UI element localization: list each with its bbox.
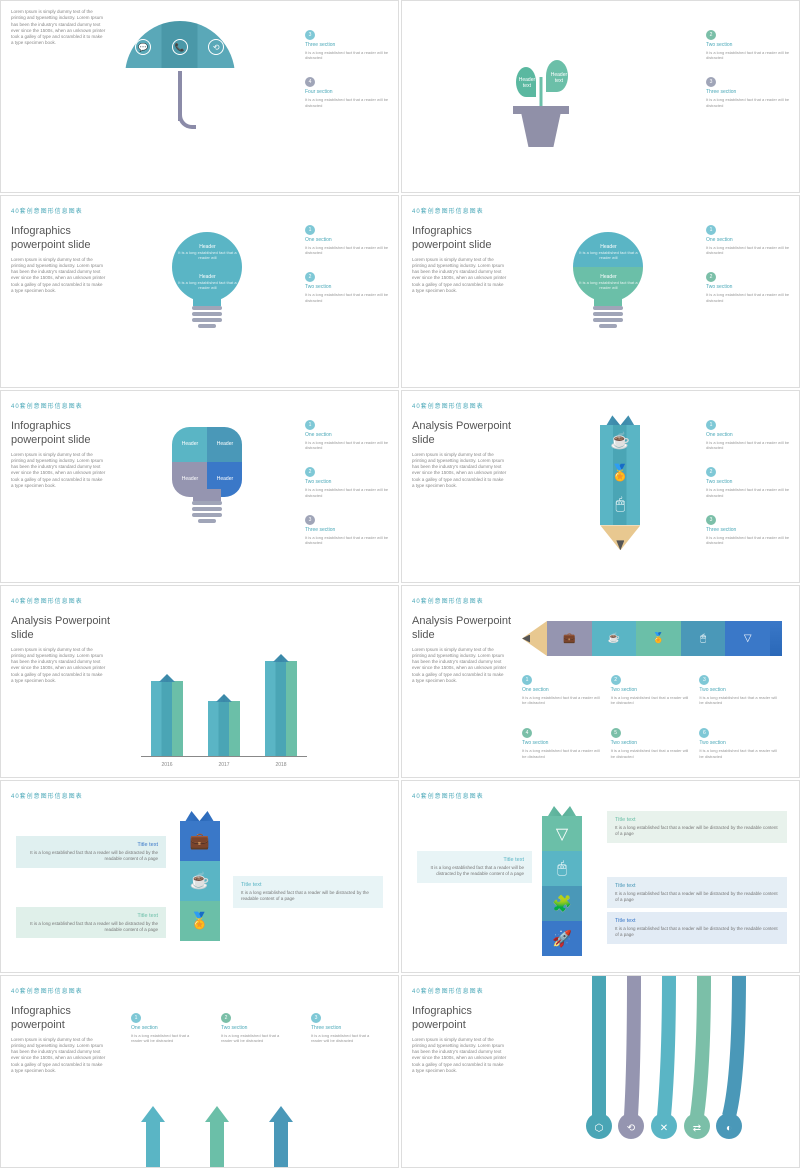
pencil-h-graphic: 💼 ☕ 🏅 🖱 ▽ 1One sectionIt is a long estab…: [522, 621, 782, 769]
right-boxes: Title textIt is a long established fact …: [233, 876, 383, 912]
slide-pencil-v: 40套创意图形信息图表 Analysis Powerpoint slide Lo…: [401, 390, 800, 583]
award-icon: 🏅: [636, 621, 681, 656]
badge-3: 3: [305, 30, 315, 40]
coffee-icon: ☕: [592, 621, 637, 656]
svg-text:⬡: ⬡: [595, 1123, 604, 1134]
slide-bulb2: 40套创意图形信息图表 Infographics powerpoint slid…: [401, 195, 800, 388]
mouse-icon: 🖱: [542, 851, 582, 886]
arrows-graphic: [141, 1106, 293, 1167]
slide-desc: Lorem Ipsum is simply dummy text of the …: [11, 9, 106, 47]
svg-text:✕: ✕: [660, 1123, 668, 1134]
slide-curves: 40套创意图形信息图表 Infographics powerpoint Lore…: [401, 975, 800, 1168]
plant-graphic: Header text Header text: [496, 27, 586, 147]
pencil-center: 💼 ☕ 🏅: [180, 811, 220, 941]
slide-umbrella: Lorem Ipsum is simply dummy text of the …: [0, 0, 399, 193]
badge-4: 4: [305, 77, 315, 87]
chat-icon: 💬: [135, 39, 151, 55]
slide-pencil-chart: 40套创意图形信息图表 Analysis Powerpoint slide Lo…: [0, 585, 399, 778]
pencil-chart: 2016 2017 2018: [141, 637, 307, 757]
svg-text:⇄: ⇄: [693, 1123, 701, 1134]
award-icon: 🏅: [180, 901, 220, 941]
rocket-icon: 🚀: [542, 921, 582, 956]
slide-title: Infographics powerpoint slide: [11, 224, 111, 253]
pencil-v-graphic: ☕ 🏅 🖱: [600, 415, 640, 565]
bulb-graphic: HeaderIt is a long established fact that…: [167, 232, 247, 352]
phone-icon: 📞: [172, 39, 188, 55]
slide-grid: Lorem Ipsum is simply dummy text of the …: [0, 0, 800, 1168]
right-boxes: Title textIt is a long established fact …: [607, 811, 787, 948]
briefcase-icon: 💼: [547, 621, 592, 656]
slide-header: 40套创意图形信息图表: [11, 206, 388, 215]
svg-text:⟲: ⟲: [627, 1123, 636, 1134]
mouse-icon: 🖱: [681, 621, 726, 656]
funnel-icon: ▽: [725, 621, 770, 656]
slide-bulb1: 40套创意图形信息图表 Infographics powerpoint slid…: [0, 195, 399, 388]
umbrella-graphic: 💬 📞 ⟲: [125, 21, 235, 141]
right-sections: 3Three sectionIt is a long established f…: [305, 23, 390, 118]
mouse-icon: 🖱: [600, 489, 640, 521]
slide-pencil-h: 40套创意图形信息图表 Analysis Powerpoint slide Lo…: [401, 585, 800, 778]
award-icon: 🏅: [600, 457, 640, 489]
left-boxes: Title textIt is a long established fact …: [16, 836, 166, 942]
coffee-icon: ☕: [180, 861, 220, 901]
svg-text:◐: ◐: [726, 1123, 732, 1134]
funnel-icon: ▽: [542, 816, 582, 851]
slide-pencil-boxes2: 40套创意图形信息图表 ▽ 🖱 🧩 🚀 Title textIt is a lo…: [401, 780, 800, 973]
arrow-sections: 1One sectionIt is a long established fac…: [131, 1006, 371, 1053]
briefcase-icon: 💼: [180, 821, 220, 861]
bulb2-graphic: HeaderIt is a long established fact that…: [568, 232, 648, 352]
pencil-left: ▽ 🖱 🧩 🚀: [542, 806, 582, 956]
left-box: Title textIt is a long established fact …: [417, 851, 532, 887]
right-sections: 2Two sectionIt is a long established fac…: [706, 23, 791, 118]
slide-pencil-boxes1: 40套创意图形信息图表 💼 ☕ 🏅 Title textIt is a long…: [0, 780, 399, 973]
slide-bulb3: 40套创意图形信息图表 Infographics powerpoint slid…: [0, 390, 399, 583]
share-icon: ⟲: [208, 39, 224, 55]
curves-graphic: ⬡ ⟲ ✕ ⇄ ◐: [569, 976, 769, 1156]
slide-plant: Header text Header text 2Two sectionIt i…: [401, 0, 800, 193]
coffee-icon: ☕: [600, 425, 640, 457]
slide-arrows: 40套创意图形信息图表 Infographics powerpoint Lore…: [0, 975, 399, 1168]
puzzle-icon: 🧩: [542, 886, 582, 921]
bulb3-graphic: Header Header Header Header: [167, 427, 247, 547]
